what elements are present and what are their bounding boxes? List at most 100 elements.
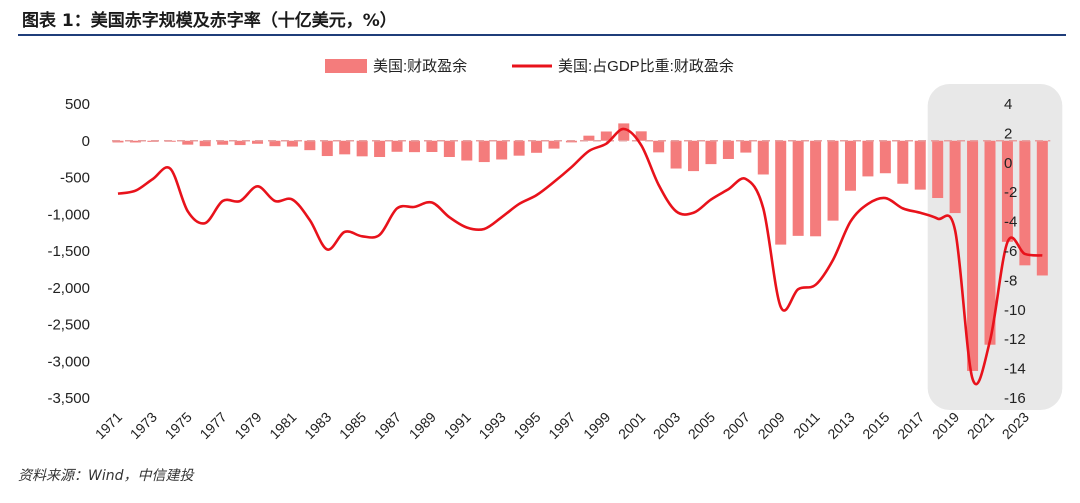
bar-1988 [408,140,420,153]
bar-2007 [740,140,752,153]
x-tick-label: 1977 [196,409,229,442]
bar-2005 [705,140,717,165]
x-tick-label: 1997 [545,409,578,442]
bar-2000 [618,123,630,141]
bar-2012 [827,140,839,221]
x-tick-label: 1981 [266,409,299,442]
bar-2014 [862,140,874,177]
bar-1981 [286,140,298,147]
bar-2004 [688,140,700,172]
bar-2018 [932,140,944,199]
bar-1975 [182,140,194,145]
bar-1989 [426,140,438,152]
chart-title: 图表 1：美国赤字规模及赤字率（十亿美元，%） [22,11,397,31]
x-tick-label: 2015 [859,409,892,442]
x-tick-label: 1993 [475,409,508,442]
legend: 美国:财政盈余 美国:占GDP比重:财政盈余 [325,57,734,75]
bar-1986 [374,140,386,157]
bar-2010 [792,140,804,236]
bar-1971 [112,140,124,143]
y-right-tick-label: -2 [1004,184,1017,201]
bar-1977 [217,140,229,145]
bar-2013 [844,140,856,191]
y-left-tick-label: -1,000 [47,206,90,223]
bar-2020 [967,140,979,371]
deficit-ratio-line [117,127,1043,386]
y-left-tick-label: -500 [60,170,90,187]
bar-1994 [513,140,525,156]
x-tick-label: 1995 [510,409,543,442]
x-tick-label: 2013 [824,409,857,442]
y-right-tick-label: 2 [1004,125,1012,142]
y-left-tick-label: -2,500 [47,317,90,334]
bar-2002 [653,140,665,153]
bar-1983 [321,140,333,157]
x-tick-label: 2017 [894,409,927,442]
bar-2022 [1001,140,1013,242]
bar-1985 [356,140,368,157]
bar-2009 [775,140,787,245]
x-tick-label: 1999 [580,409,613,442]
legend-bar-swatch [325,59,367,73]
bar-1979 [252,140,264,144]
x-tick-label: 1979 [231,409,264,442]
y-left-tick-label: -3,000 [47,353,90,370]
x-tick-label: 2005 [685,409,718,442]
x-tick-label: 1975 [162,409,195,442]
bar-2006 [722,140,734,159]
y-right-tick-label: -4 [1004,214,1017,231]
x-tick-label: 2023 [999,409,1032,442]
x-tick-label: 1971 [92,409,125,442]
bar-2019 [949,140,961,214]
bar-1991 [461,140,473,161]
y-left-tick-label: 500 [65,96,90,113]
bar-1984 [339,140,351,155]
y-right-tick-label: -8 [1004,272,1017,289]
y-left-tick-label: -3,500 [47,390,90,407]
x-tick-label: 2001 [615,409,648,442]
legend-bar-label: 美国:财政盈余 [373,57,467,75]
bar-1996 [548,140,560,149]
y-right-tick-label: 0 [1004,155,1012,172]
x-tick-label: 1989 [406,409,439,442]
x-tick-label: 2019 [929,409,962,442]
bar-2015 [879,140,891,174]
bar-1992 [478,140,490,163]
bar-1990 [443,140,455,157]
x-tick-label: 2021 [964,409,997,442]
x-tick-label: 1973 [127,409,160,442]
y-right-tick-label: -6 [1004,243,1017,260]
bar-1999 [600,131,612,141]
x-tick-label: 2011 [790,409,823,442]
x-tick-label: 2007 [720,409,753,442]
x-tick-label: 1987 [371,409,404,442]
bar-1995 [531,140,543,153]
x-tick-label: 2003 [650,409,683,442]
source-note: 资料来源：Wind，中信建投 [18,468,194,484]
bar-1978 [234,140,246,146]
bar-2016 [897,140,909,184]
y-right-tick-label: -14 [1004,361,1026,378]
y-right-tick-label: -16 [1004,390,1026,407]
legend-line-label: 美国:占GDP比重:财政盈余 [558,57,734,75]
bar-2024 [1036,140,1048,276]
bar-2003 [670,140,682,169]
y-right-tick-label: -10 [1004,302,1026,319]
x-tick-label: 1983 [301,409,334,442]
y-left-tick-label: 0 [82,133,90,150]
bar-2021 [984,140,996,345]
deficit-chart: 500 0 -500 -1,000 -1,500 -2,000 -2,500 -3,000 -3… [47,57,1063,442]
x-tick-label: 2009 [754,409,787,442]
bar-1980 [269,140,281,147]
bar-2011 [810,140,822,237]
y-left-tick-label: -2,000 [47,280,90,297]
bar-1987 [391,140,403,152]
bar-1993 [496,140,508,160]
title-rule [18,34,1066,36]
bar-1997 [565,140,577,143]
bar-1972 [129,140,141,143]
y-left-tick-label: -1,500 [47,243,90,260]
bar-2023 [1019,140,1031,266]
y-right-tick-label: 4 [1004,96,1012,113]
y-right-tick-label: -12 [1004,331,1026,348]
